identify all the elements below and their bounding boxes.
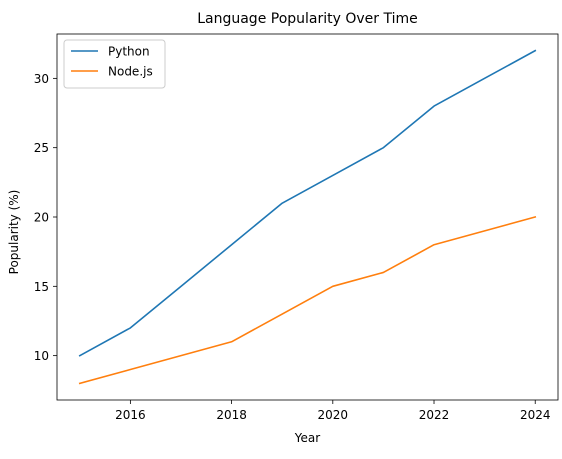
x-tick-label: 2022 [419, 408, 450, 422]
x-tick-label: 2024 [520, 408, 551, 422]
y-tick-label: 30 [34, 72, 49, 86]
y-tick-label: 10 [34, 349, 49, 363]
legend-box [63, 39, 166, 89]
series-line-node-js [78, 216, 537, 385]
chart-title: Language Popularity Over Time [197, 11, 418, 27]
y-axis-label: Popularity (%) [7, 190, 21, 275]
legend-label-python: Python [108, 45, 150, 59]
x-tick-label: 2016 [115, 408, 146, 422]
x-tick-label: 2018 [216, 408, 247, 422]
series-line-python [78, 49, 537, 357]
y-tick-label: 20 [34, 211, 49, 225]
y-tick-label: 15 [34, 280, 49, 294]
x-axis-label: Year [294, 431, 320, 445]
y-tick-label: 25 [34, 141, 49, 155]
x-tick-label: 2020 [318, 408, 349, 422]
legend: Python Node.js [63, 39, 166, 89]
legend-label-node-js: Node.js [108, 65, 153, 79]
plot-area: 2016 2018 2020 2022 2024 10 15 20 25 30 Python Node… [34, 33, 559, 422]
